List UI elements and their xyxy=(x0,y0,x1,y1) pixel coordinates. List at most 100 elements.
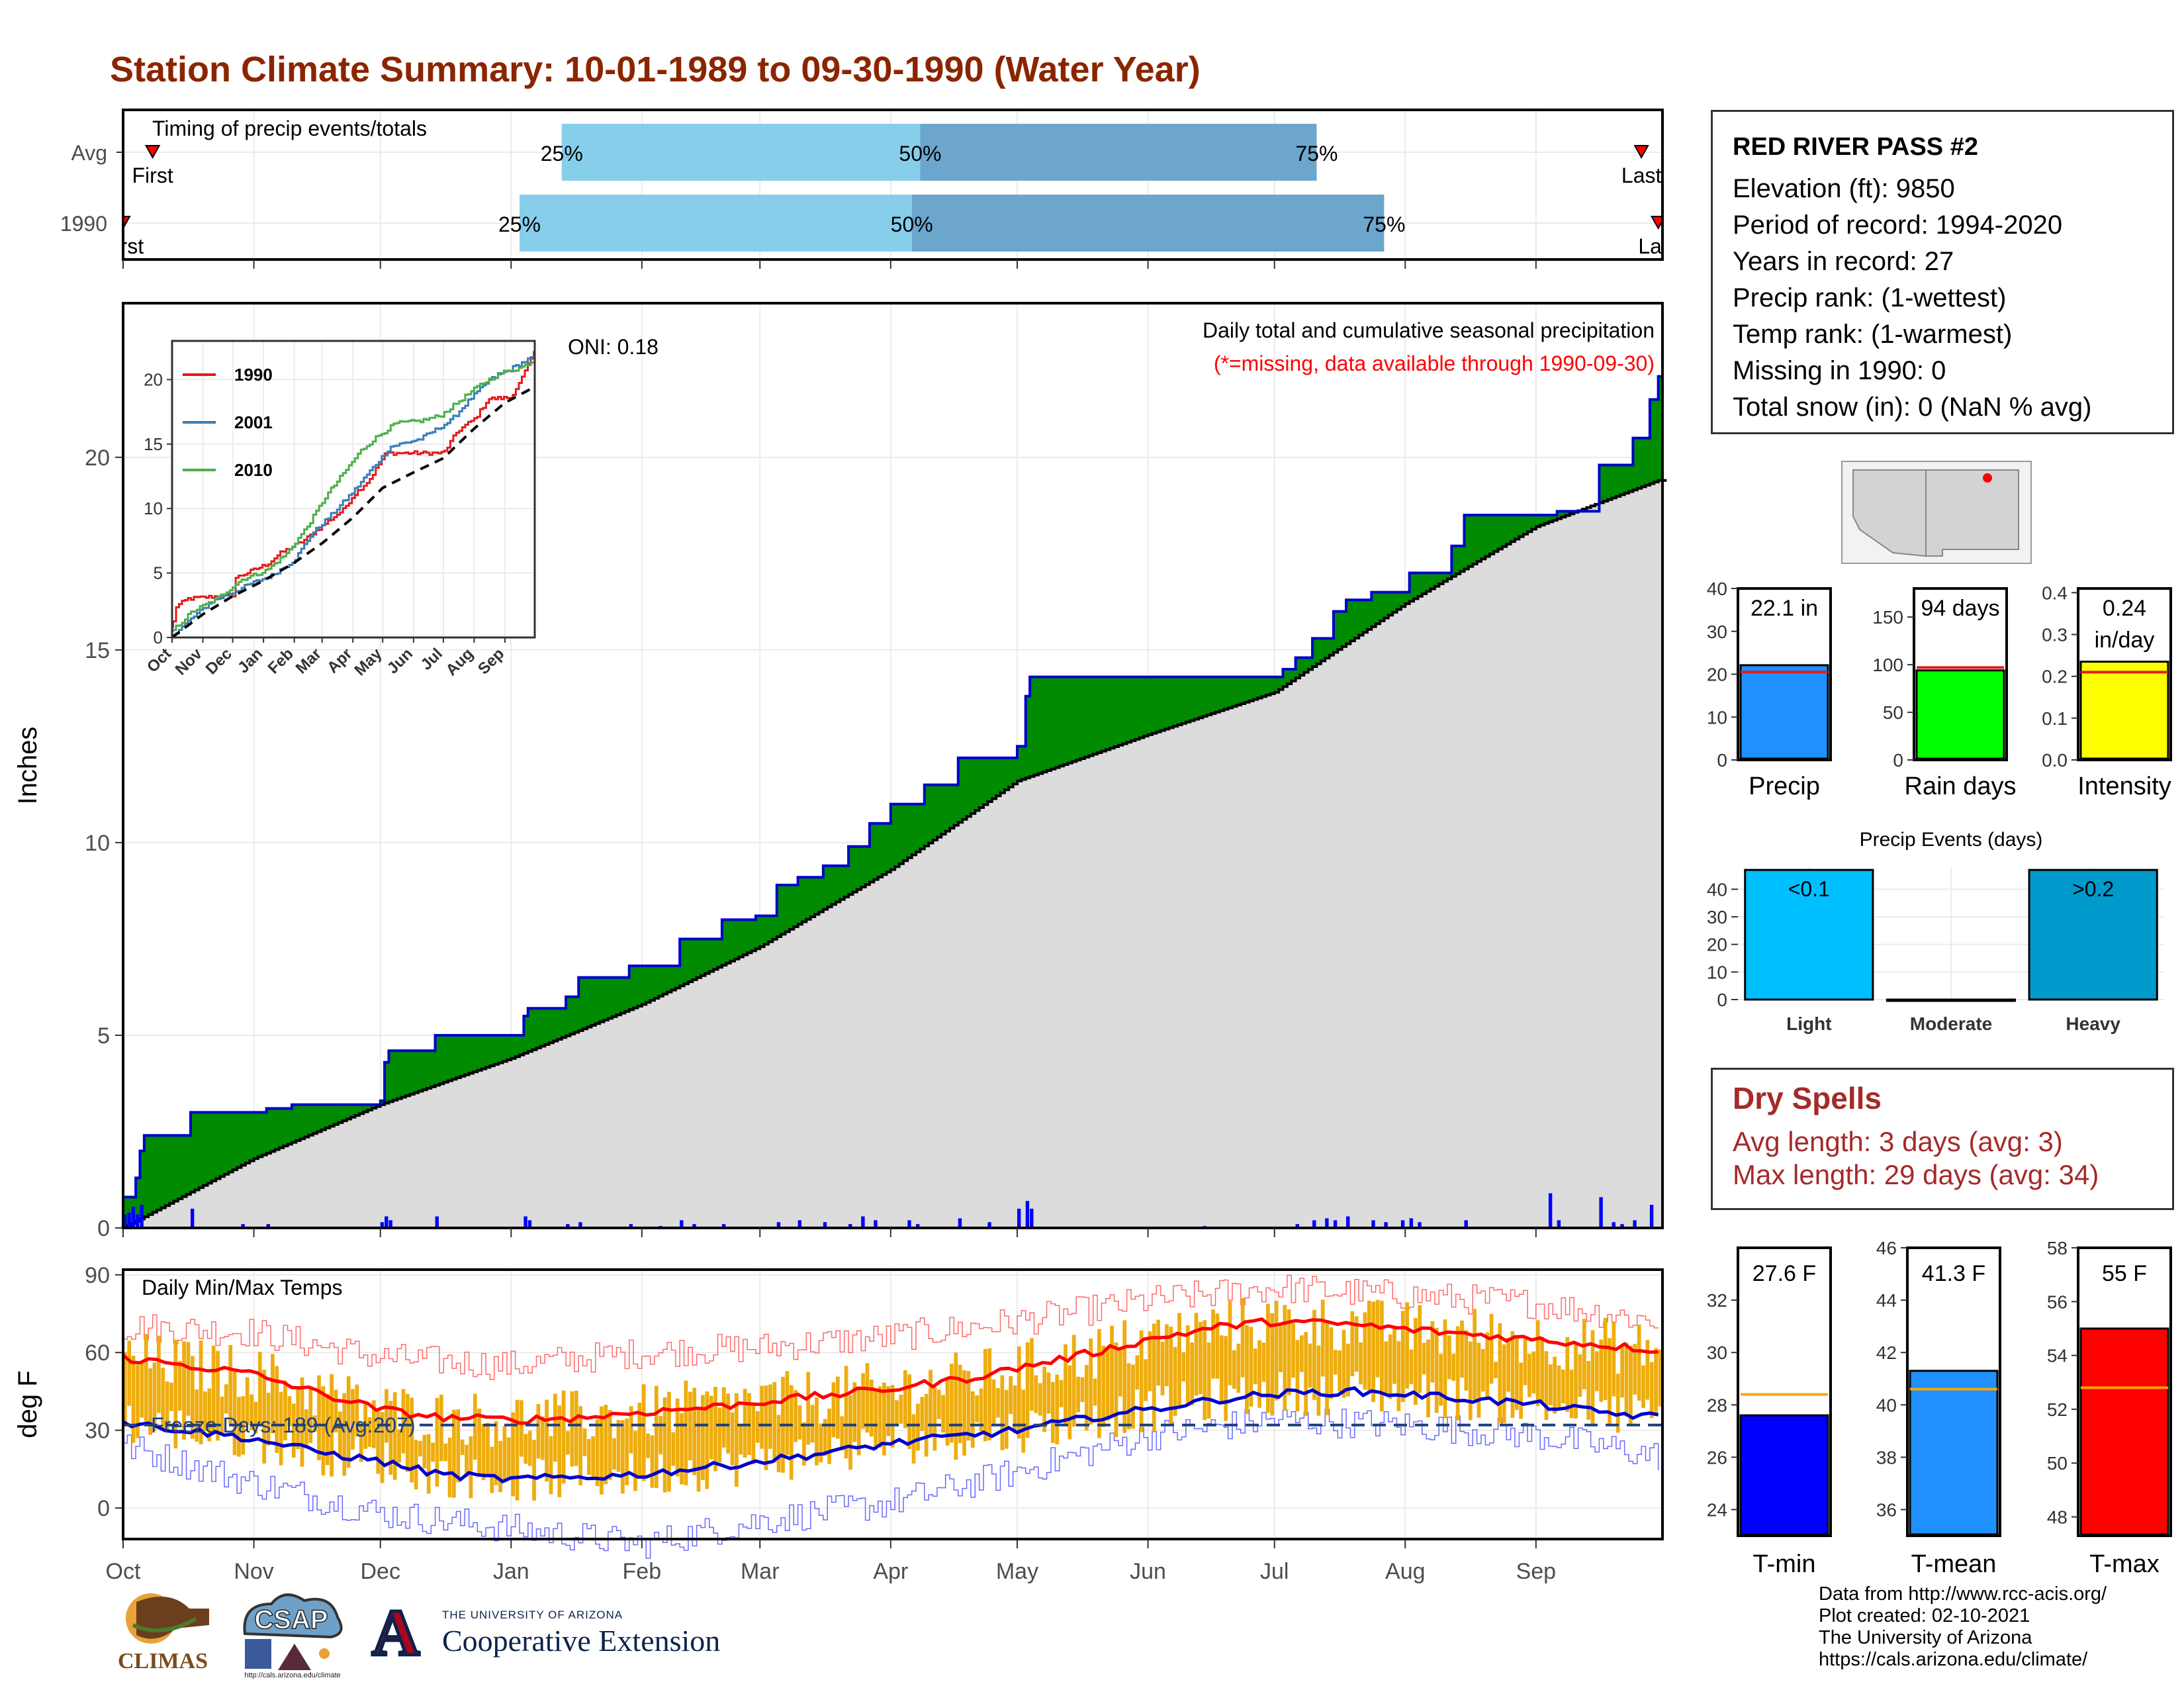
daily-temp-bar xyxy=(1641,1365,1645,1409)
timing-bar-q25-q50 xyxy=(520,195,912,252)
temps-plot-frame xyxy=(122,1268,1664,1540)
daily-temp-bar xyxy=(1055,1374,1060,1444)
daily-temp-bar xyxy=(1409,1349,1414,1384)
temps-x-tick-label: Nov xyxy=(234,1559,273,1584)
daily-temp-bar xyxy=(1144,1359,1148,1401)
daily-temp-bar xyxy=(1586,1361,1591,1420)
daily-temp-bar xyxy=(1523,1339,1527,1385)
daily-temp-bar xyxy=(852,1382,857,1442)
daily-temp-bar xyxy=(220,1396,224,1434)
daily-temp-bar xyxy=(1603,1317,1608,1400)
daily-temp-bar xyxy=(1384,1341,1388,1393)
temps-x-tick-label: Jul xyxy=(1260,1559,1289,1584)
daily-temp-bar xyxy=(338,1411,342,1458)
daily-temp-bar xyxy=(392,1392,397,1480)
accum-y-tick-label: 10 xyxy=(85,831,110,856)
daily-temp-bar xyxy=(819,1423,823,1463)
daily-temp-bar xyxy=(1139,1330,1144,1432)
events-bar-label-light: <0.1 xyxy=(1788,877,1830,901)
daily-temp-bar xyxy=(148,1368,152,1435)
daily-temp-bar xyxy=(1265,1303,1270,1413)
panel-bar-Intensity xyxy=(2079,661,2169,760)
daily-temp-bar xyxy=(1615,1374,1620,1433)
daily-temp-bar xyxy=(1316,1345,1321,1416)
inset-y-tick-label: 10 xyxy=(144,498,163,518)
daily-temp-bar xyxy=(801,1422,806,1466)
inset-y-tick-label: 0 xyxy=(154,628,163,647)
accum-average-fill xyxy=(123,480,1662,1229)
daily-temp-bar xyxy=(1649,1362,1654,1419)
daily-temp-bar xyxy=(629,1406,633,1454)
temps-x-tick-label: May xyxy=(996,1559,1038,1584)
temps-y-tick-label: 60 xyxy=(85,1340,110,1366)
daily-temp-bar xyxy=(667,1391,671,1492)
daily-temp-bar xyxy=(250,1394,253,1430)
daily-temp-bar xyxy=(1169,1327,1173,1425)
daily-temp-bar xyxy=(637,1402,642,1476)
daily-temp-bar xyxy=(1473,1309,1477,1400)
timing-label-75: 75% xyxy=(1295,142,1338,165)
daily-precip-bar xyxy=(1649,1205,1654,1228)
temps-y-axis-label: deg F xyxy=(13,1370,42,1438)
daily-temp-bar xyxy=(1480,1348,1485,1392)
daily-temp-bar xyxy=(1506,1338,1510,1392)
daily-temp-bar xyxy=(401,1389,406,1454)
daily-temp-bar xyxy=(186,1342,191,1416)
daily-temp-bar xyxy=(954,1352,958,1460)
daily-temp-bar xyxy=(156,1335,161,1413)
inset-y-tick-label: 20 xyxy=(144,369,163,389)
daily-temp-bar xyxy=(1346,1343,1350,1397)
events-x-tick-label: Heavy xyxy=(2066,1013,2120,1034)
panel-value-label-Intensity: 0.24 xyxy=(2103,596,2146,621)
panel-value-label-T-mean: 41.3 F xyxy=(1922,1261,1985,1286)
daily-temp-bar xyxy=(1342,1330,1346,1398)
daily-temp-bar xyxy=(418,1440,422,1457)
temps-title: Daily Min/Max Temps xyxy=(142,1276,342,1299)
daily-temp-bar xyxy=(1211,1309,1215,1379)
daily-temp-bar xyxy=(380,1412,385,1483)
daily-temp-bar xyxy=(1540,1336,1544,1403)
daily-precip-bar xyxy=(127,1212,131,1228)
daily-temp-bar xyxy=(692,1387,697,1476)
daily-temp-bar xyxy=(397,1429,401,1463)
panel-value-label-Rain days: 94 days xyxy=(1921,596,1999,621)
daily-temp-bar xyxy=(907,1374,912,1449)
daily-temp-bar xyxy=(1485,1332,1490,1397)
daily-temp-bar xyxy=(1190,1342,1195,1405)
daily-temp-bar xyxy=(620,1420,625,1494)
panel-value-label-T-max: 55 F xyxy=(2102,1261,2147,1286)
daily-temp-bar xyxy=(903,1370,907,1429)
daily-precip-bar xyxy=(388,1220,392,1228)
daily-precip-bar xyxy=(140,1205,144,1228)
daily-temp-bar xyxy=(1097,1329,1101,1438)
daily-temp-bar xyxy=(1203,1320,1207,1421)
daily-precip-bar xyxy=(987,1222,991,1228)
credit-plot-created: Plot created: 02-10-2021 xyxy=(1819,1605,2030,1626)
credits: Data from http://www.rcc-acis.org/ Plot … xyxy=(1819,1583,2107,1671)
daily-temp-bar xyxy=(794,1389,797,1442)
daily-temp-bar xyxy=(481,1423,486,1481)
daily-temp-bar xyxy=(1105,1346,1110,1421)
daily-temp-bar xyxy=(473,1393,477,1460)
daily-precip-bar xyxy=(823,1222,827,1228)
panel-y-tick-label: 40 xyxy=(1876,1395,1897,1415)
panel-y-tick-label: 30 xyxy=(1707,622,1727,642)
daily-temp-bar xyxy=(241,1396,246,1455)
events-x-tick-label: Moderate xyxy=(1910,1013,1992,1034)
daily-precip-bar xyxy=(692,1224,696,1228)
daily-temp-bar xyxy=(376,1409,381,1474)
daily-temp-bar xyxy=(844,1366,848,1459)
daily-precip-bar xyxy=(1030,1208,1034,1228)
daily-temp-bar xyxy=(1059,1380,1064,1407)
daily-precip-bar xyxy=(380,1222,385,1228)
daily-temp-bar xyxy=(1122,1320,1127,1433)
daily-precip-bar xyxy=(1312,1220,1316,1228)
daily-precip-bar xyxy=(874,1220,878,1228)
panel-bar-T-max xyxy=(2079,1327,2169,1536)
daily-temp-bar xyxy=(1400,1311,1405,1403)
temps-record_high-line xyxy=(123,1274,1659,1380)
daily-temp-bar xyxy=(136,1364,140,1438)
daily-temp-bar xyxy=(848,1395,852,1470)
daily-temp-bar xyxy=(654,1385,659,1488)
daily-temp-bar xyxy=(1101,1346,1106,1427)
